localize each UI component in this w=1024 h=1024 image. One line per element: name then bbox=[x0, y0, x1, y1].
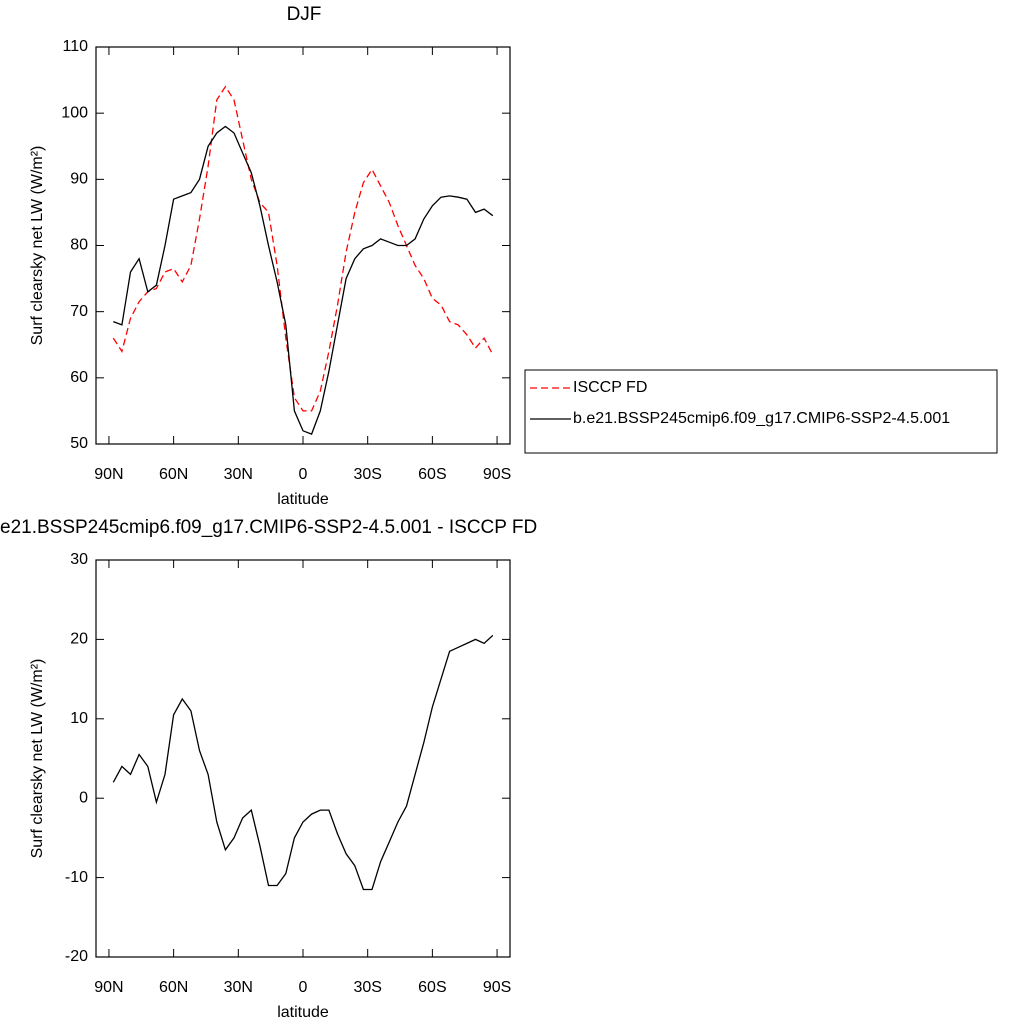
y-tick-label: 10 bbox=[70, 710, 88, 727]
x-tick-label: 30S bbox=[353, 466, 381, 483]
y-tick-label: 90 bbox=[70, 171, 88, 188]
x-tick-label: 60N bbox=[159, 466, 188, 483]
series-line bbox=[112, 634, 494, 891]
y-tick-label: -20 bbox=[65, 948, 88, 965]
x-axis-label: latitude bbox=[277, 491, 329, 508]
chart-title: DJF bbox=[287, 4, 322, 25]
chart-title: e21.BSSP245cmip6.f09_g17.CMIP6-SSP2-4.5.… bbox=[0, 517, 537, 538]
x-axis-label: latitude bbox=[277, 1004, 329, 1021]
legend-label: ISCCP FD bbox=[573, 379, 647, 396]
x-tick-label: 90S bbox=[483, 466, 511, 483]
plot-frame bbox=[95, 46, 511, 445]
legend-label: b.e21.BSSP245cmip6.f09_g17.CMIP6-SSP2-4.… bbox=[573, 410, 950, 427]
y-tick-label: 50 bbox=[70, 435, 88, 452]
x-tick-label: 30S bbox=[353, 979, 381, 996]
plot-frame bbox=[95, 559, 511, 958]
y-tick-label: 60 bbox=[70, 369, 88, 386]
x-tick-label: 0 bbox=[299, 466, 308, 483]
x-tick-label: 90N bbox=[94, 466, 123, 483]
x-tick-label: 60S bbox=[418, 979, 446, 996]
y-tick-label: 30 bbox=[70, 551, 88, 568]
y-axis-label: Surf clearsky net LW (W/m²) bbox=[29, 659, 46, 859]
y-tick-label: 80 bbox=[70, 237, 88, 254]
y-tick-label: 0 bbox=[79, 789, 88, 806]
x-tick-label: 30N bbox=[224, 466, 253, 483]
y-tick-label: -10 bbox=[65, 869, 88, 886]
series-line bbox=[113, 125, 494, 435]
y-axis-label: Surf clearsky net LW (W/m²) bbox=[29, 146, 46, 346]
x-tick-label: 60S bbox=[418, 466, 446, 483]
x-tick-label: 0 bbox=[299, 979, 308, 996]
x-tick-label: 90S bbox=[483, 979, 511, 996]
legend-box bbox=[524, 369, 998, 454]
x-tick-label: 30N bbox=[224, 979, 253, 996]
x-tick-label: 60N bbox=[159, 979, 188, 996]
y-tick-label: 20 bbox=[70, 631, 88, 648]
series-line bbox=[112, 85, 494, 412]
y-tick-label: 70 bbox=[70, 303, 88, 320]
y-tick-label: 110 bbox=[62, 38, 88, 55]
x-tick-label: 90N bbox=[94, 979, 123, 996]
y-tick-label: 100 bbox=[61, 104, 88, 121]
